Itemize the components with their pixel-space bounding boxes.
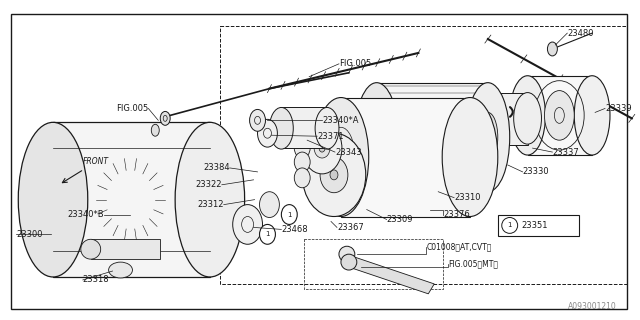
Text: 23340*B: 23340*B — [67, 210, 104, 219]
Polygon shape — [377, 83, 488, 192]
Ellipse shape — [250, 109, 266, 131]
Ellipse shape — [269, 108, 293, 149]
Ellipse shape — [320, 157, 348, 193]
Polygon shape — [527, 76, 592, 155]
Ellipse shape — [314, 138, 330, 158]
Ellipse shape — [509, 76, 545, 155]
Polygon shape — [349, 257, 435, 294]
Ellipse shape — [151, 124, 159, 136]
Ellipse shape — [574, 76, 610, 155]
Ellipse shape — [259, 224, 275, 244]
Ellipse shape — [294, 168, 310, 188]
Text: 1: 1 — [508, 222, 512, 228]
Text: 23312: 23312 — [197, 200, 224, 209]
Text: 23322: 23322 — [195, 180, 222, 189]
Text: 23309: 23309 — [387, 215, 413, 224]
Ellipse shape — [474, 92, 502, 144]
Ellipse shape — [545, 91, 574, 140]
Ellipse shape — [442, 98, 498, 217]
Ellipse shape — [257, 119, 277, 147]
Ellipse shape — [319, 144, 325, 152]
Text: 23330: 23330 — [523, 167, 549, 176]
Text: 23367: 23367 — [337, 223, 364, 232]
Text: 23376: 23376 — [443, 210, 470, 219]
Text: 23310: 23310 — [454, 193, 481, 202]
Ellipse shape — [547, 42, 557, 56]
Ellipse shape — [339, 246, 355, 262]
Ellipse shape — [302, 133, 365, 217]
Ellipse shape — [81, 239, 100, 259]
Ellipse shape — [259, 192, 280, 218]
Ellipse shape — [313, 98, 369, 217]
Ellipse shape — [109, 262, 132, 278]
Text: 23339: 23339 — [605, 104, 632, 113]
Text: FIG.005: FIG.005 — [339, 59, 371, 68]
Ellipse shape — [330, 170, 338, 180]
Text: 23351: 23351 — [522, 221, 548, 230]
Text: 23337: 23337 — [552, 148, 579, 156]
Text: FRONT: FRONT — [62, 157, 109, 183]
Text: 23343: 23343 — [335, 148, 362, 156]
Ellipse shape — [315, 108, 339, 149]
Text: 23384: 23384 — [203, 164, 230, 172]
Ellipse shape — [294, 152, 310, 172]
Ellipse shape — [478, 112, 498, 162]
Ellipse shape — [282, 204, 297, 224]
Ellipse shape — [160, 111, 170, 125]
Text: C01008〈AT,CVT〉: C01008〈AT,CVT〉 — [426, 243, 492, 252]
Text: FIG.005: FIG.005 — [116, 104, 148, 113]
Text: 23371: 23371 — [317, 132, 344, 141]
Polygon shape — [282, 108, 327, 148]
Text: 1: 1 — [287, 212, 292, 218]
Ellipse shape — [19, 122, 88, 277]
Ellipse shape — [514, 92, 541, 144]
Ellipse shape — [294, 138, 310, 158]
Text: 23468: 23468 — [282, 225, 308, 234]
Text: FIG.005〈MT〉: FIG.005〈MT〉 — [448, 260, 498, 268]
Ellipse shape — [233, 204, 262, 244]
Ellipse shape — [466, 83, 509, 192]
Ellipse shape — [355, 83, 399, 192]
Bar — [498, 214, 579, 236]
Polygon shape — [488, 92, 527, 145]
Text: A093001210: A093001210 — [568, 302, 617, 311]
Ellipse shape — [341, 254, 357, 270]
Text: 23318: 23318 — [83, 276, 109, 284]
Polygon shape — [53, 122, 210, 277]
Ellipse shape — [175, 122, 244, 277]
Text: 1: 1 — [265, 231, 269, 237]
Text: 23340*A: 23340*A — [322, 116, 358, 125]
Polygon shape — [341, 98, 470, 218]
Polygon shape — [91, 239, 160, 259]
Text: 23480: 23480 — [567, 28, 594, 38]
Ellipse shape — [302, 122, 342, 174]
Text: 23300: 23300 — [16, 230, 43, 239]
